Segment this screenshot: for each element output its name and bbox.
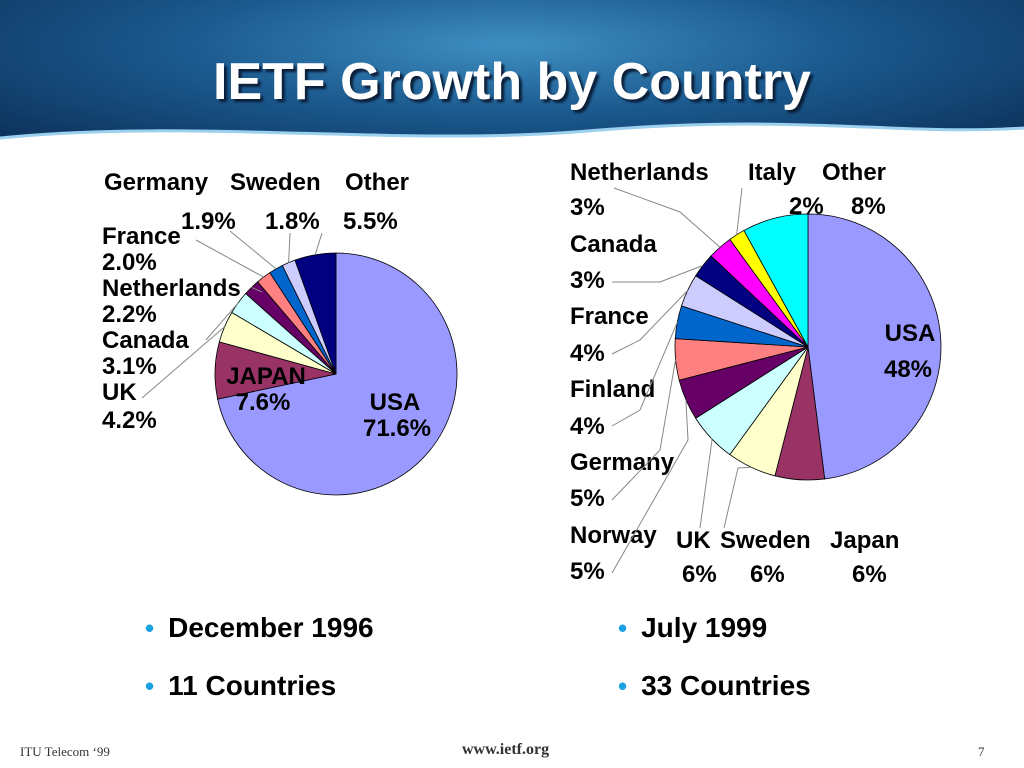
leader-sweden-1999 [723, 466, 752, 529]
pie1999-slice-usa [807, 213, 942, 480]
bullet-dot-icon: • [145, 670, 155, 701]
page-title: IETF Growth by Country [213, 53, 811, 111]
label-france-1996: France [102, 223, 181, 250]
leader-canada-1996 [205, 302, 239, 341]
value-france-1996: 2.0% [102, 249, 157, 276]
bullet-right-1: • July 1999 [618, 612, 767, 644]
label-germany-1999: Germany [570, 449, 675, 476]
pie1996-slice-usa [217, 252, 458, 496]
label-netherlands-1996: Netherlands [102, 275, 241, 302]
label-sweden-1996: Sweden [230, 169, 321, 196]
leader-germany-1999 [611, 359, 677, 501]
leader-canada-1999 [612, 265, 704, 283]
bullet-dot-icon: • [618, 612, 628, 643]
value-germany-1999: 5% [570, 485, 605, 512]
label-germany-1996: Germany [104, 169, 209, 196]
leader-norway-1999 [611, 399, 689, 574]
value-germany-1996: 1.9% [181, 208, 236, 235]
label-japan-1999: Japan [830, 527, 899, 554]
label-other-1996: Other [345, 169, 409, 196]
leader-uk-1996 [141, 326, 225, 399]
footer-center: www.ietf.org [462, 741, 550, 758]
leader-france-1996 [195, 239, 264, 278]
pie1996-slice-other [294, 252, 337, 375]
leader-netherlands-1996 [251, 286, 263, 293]
value-sweden-1999: 6% [750, 561, 785, 588]
footer-left: ITU Telecom ‘99 [20, 744, 110, 759]
leader-uk-1999 [699, 437, 713, 529]
label-uk-1996: UK [102, 379, 137, 406]
value-france-1999: 4% [570, 340, 605, 367]
leader-france-1999 [611, 290, 689, 355]
label-france-1999: France [570, 303, 649, 330]
label-uk-1999: UK [676, 527, 711, 554]
bullet-dot-icon: • [145, 612, 155, 643]
value-japan-1999: 6% [852, 561, 887, 588]
label-sweden-1999: Sweden [720, 527, 811, 554]
leader-finland-1999 [611, 321, 678, 427]
value-usa-1999: 48% [884, 356, 932, 383]
pie1999-slice-other [743, 213, 809, 348]
value-canada-1999: 3% [570, 267, 605, 294]
value-netherlands-1999: 3% [570, 194, 605, 221]
label-italy-1999: Italy [748, 159, 797, 186]
leader-other-1996 [314, 232, 323, 255]
bullet-right-2-text: 33 Countries [641, 670, 811, 701]
bullet-right-2: • 33 Countries [618, 670, 811, 702]
value-other-1999: 8% [851, 193, 886, 220]
value-italy-1999: 2% [789, 193, 824, 220]
bullet-left-1-text: December 1996 [168, 612, 374, 643]
label-netherlands-1999: Netherlands [570, 159, 709, 186]
header-banner [0, 0, 1024, 158]
value-japan-1996: 7.6% [236, 389, 291, 416]
value-netherlands-1996: 2.2% [102, 301, 157, 328]
leader-netherlands-1999 [613, 187, 721, 248]
value-other-1996: 5.5% [343, 208, 398, 235]
value-usa-1996: 71.6% [363, 415, 431, 442]
value-canada-1996: 3.1% [102, 353, 157, 380]
value-uk-1996: 4.2% [102, 407, 157, 434]
bullet-left-2: • 11 Countries [145, 670, 336, 702]
label-usa-1996: USA [370, 389, 421, 416]
label-canada-1996: Canada [102, 327, 189, 354]
bullet-left-1: • December 1996 [145, 612, 374, 644]
label-canada-1999: Canada [570, 231, 657, 258]
label-japan-1996: JAPAN [226, 363, 306, 390]
leader-italy-1999 [736, 187, 743, 235]
bullet-dot-icon: • [618, 670, 628, 701]
footer-right: 7 [978, 744, 985, 759]
value-sweden-1996: 1.8% [265, 208, 320, 235]
label-norway-1999: Norway [570, 522, 657, 549]
label-finland-1999: Finland [570, 376, 655, 403]
value-norway-1999: 5% [570, 558, 605, 585]
bullet-right-1-text: July 1999 [641, 612, 768, 643]
label-usa-1999: USA [885, 320, 936, 347]
label-other-1999: Other [822, 159, 886, 186]
header-wave [0, 122, 1024, 158]
leader-germany-1996 [229, 230, 277, 270]
value-uk-1999: 6% [682, 561, 717, 588]
value-finland-1999: 4% [570, 413, 605, 440]
bullet-left-2-text: 11 Countries [168, 670, 337, 701]
leader-sweden-1996 [288, 232, 291, 263]
